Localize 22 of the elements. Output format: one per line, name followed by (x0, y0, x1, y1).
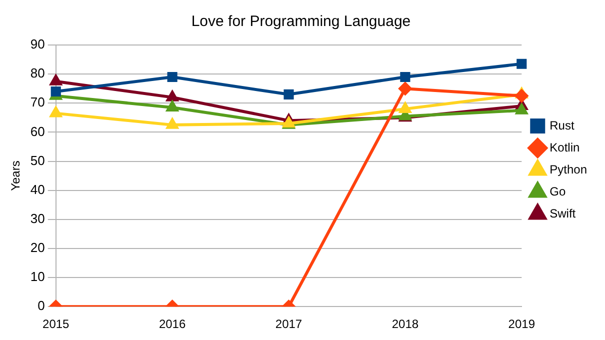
y-tick-label: 90 (30, 36, 45, 52)
legend-label: Go (550, 184, 566, 198)
legend-label: Python (550, 162, 587, 176)
legend-label: Kotlin (550, 140, 580, 154)
y-tick-label: 10 (30, 269, 45, 284)
y-tick-label: 60 (30, 124, 45, 139)
legend-label: Rust (550, 118, 575, 132)
y-tick-label: 70 (30, 94, 45, 110)
y-tick-label: 20 (30, 240, 45, 256)
x-tick-label: 2019 (508, 317, 536, 332)
x-tick-label: 2016 (158, 317, 186, 332)
x-tick-label: 2015 (42, 317, 70, 332)
x-tick-label: 2018 (392, 317, 419, 332)
y-tick-label: 50 (30, 152, 45, 168)
y-axis-title: Years (8, 160, 23, 191)
y-tick-label: 40 (30, 182, 45, 197)
legend-label: Swift (550, 206, 576, 220)
y-tick-label: 0 (38, 298, 45, 314)
y-tick-label: 80 (30, 66, 45, 81)
x-tick-label: 2017 (275, 317, 302, 332)
y-tick-label: 30 (30, 210, 45, 226)
chart-title: Love for Programming Language (191, 13, 411, 30)
